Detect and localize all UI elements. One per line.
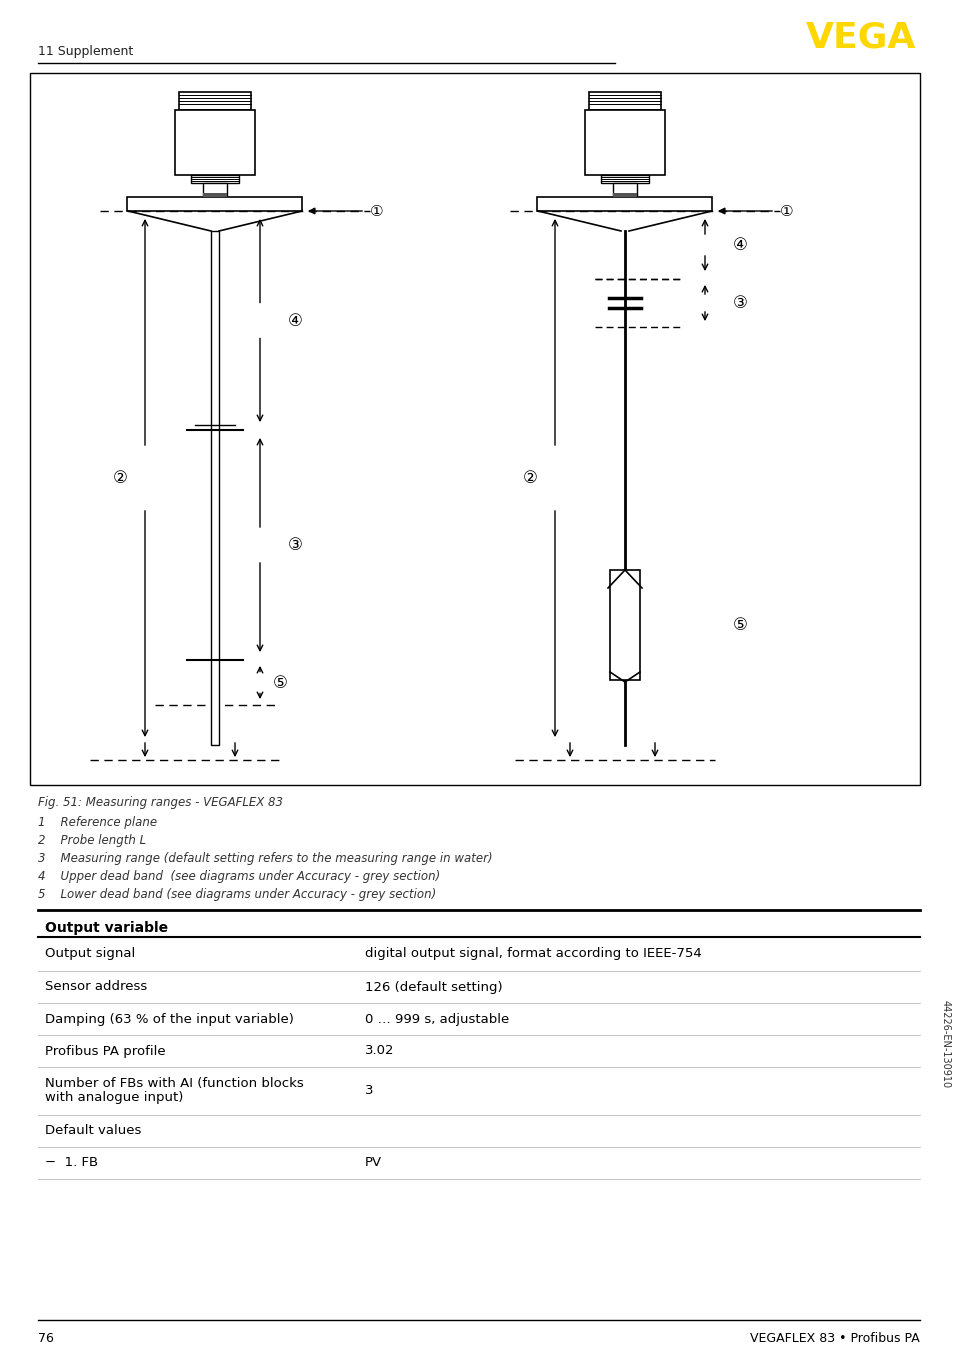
Text: digital output signal, format according to IEEE-754: digital output signal, format according … [365, 948, 701, 960]
Text: ①: ① [780, 203, 793, 218]
Text: ③: ③ [732, 294, 746, 311]
Bar [613, 194, 637, 196]
Text: 3    Measuring range (default setting refers to the measuring range in water): 3 Measuring range (default setting refer… [38, 852, 492, 865]
Text: 0 … 999 s, adjustable: 0 … 999 s, adjustable [365, 1013, 509, 1025]
Text: Number of FBs with AI (function blocks: Number of FBs with AI (function blocks [45, 1076, 303, 1090]
Text: 2    Probe length L: 2 Probe length L [38, 834, 146, 848]
Text: Profibus PA profile: Profibus PA profile [45, 1044, 166, 1057]
Bar [600, 175, 648, 183]
Text: ②: ② [522, 468, 537, 487]
Text: ②: ② [112, 468, 128, 487]
Text: PV: PV [365, 1156, 382, 1170]
Text: VEGA: VEGA [804, 22, 915, 56]
Text: with analogue input): with analogue input) [45, 1091, 183, 1104]
Bar [609, 570, 639, 680]
Text: Damping (63 % of the input variable): Damping (63 % of the input variable) [45, 1013, 294, 1025]
Bar [588, 92, 660, 110]
Text: Default values: Default values [45, 1125, 141, 1137]
Bar [191, 175, 239, 183]
Text: ④: ④ [732, 236, 746, 255]
Text: 3.02: 3.02 [365, 1044, 395, 1057]
Text: ④: ④ [287, 311, 302, 329]
Text: 5    Lower dead band (see diagrams under Accuracy - grey section): 5 Lower dead band (see diagrams under Ac… [38, 888, 436, 900]
Text: Sensor address: Sensor address [45, 980, 147, 994]
Bar [174, 110, 254, 175]
Text: 126 (default setting): 126 (default setting) [365, 980, 502, 994]
Text: ③: ③ [287, 536, 302, 554]
Text: 3: 3 [365, 1085, 374, 1098]
Bar [584, 110, 664, 175]
Bar [211, 232, 219, 745]
Text: ⑤: ⑤ [273, 673, 287, 692]
Text: 4    Upper dead band  (see diagrams under Accuracy - grey section): 4 Upper dead band (see diagrams under Ac… [38, 871, 439, 883]
Text: 1    Reference plane: 1 Reference plane [38, 816, 157, 829]
Text: 11 Supplement: 11 Supplement [38, 46, 133, 58]
Text: ⑤: ⑤ [732, 616, 746, 634]
Bar [30, 73, 919, 785]
Bar [203, 194, 227, 196]
Text: Fig. 51: Measuring ranges - VEGAFLEX 83: Fig. 51: Measuring ranges - VEGAFLEX 83 [38, 796, 283, 808]
Text: ①: ① [370, 203, 383, 218]
Bar [613, 183, 637, 196]
Text: Output signal: Output signal [45, 948, 135, 960]
Bar [179, 92, 251, 110]
Bar [537, 196, 712, 211]
Text: 44226-EN-130910: 44226-EN-130910 [940, 1001, 950, 1089]
Text: VEGAFLEX 83 • Profibus PA: VEGAFLEX 83 • Profibus PA [749, 1331, 919, 1345]
Bar [128, 196, 302, 211]
Bar [203, 183, 227, 196]
Text: Output variable: Output variable [45, 921, 168, 936]
Text: 76: 76 [38, 1331, 53, 1345]
Text: −  1. FB: − 1. FB [45, 1156, 98, 1170]
